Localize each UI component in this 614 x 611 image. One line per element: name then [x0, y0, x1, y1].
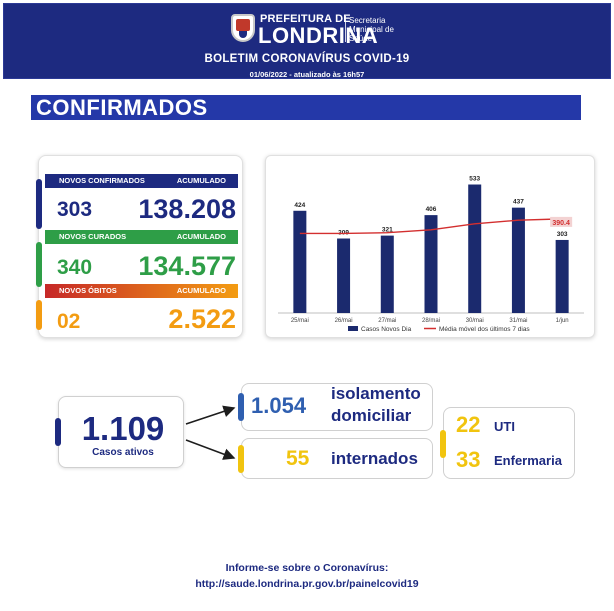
- enfermaria-label: Enfermaria: [494, 453, 562, 468]
- bar-label: 424: [294, 202, 305, 209]
- obitos-acc-label: ACUMULADO: [176, 286, 226, 295]
- moving-average-line: [299, 218, 563, 235]
- update-timestamp: 01/06/2022 - atualizado às 16h57: [249, 70, 365, 79]
- legend-bar-label: Casos Novos Dia: [361, 326, 412, 333]
- bar-1/jun: [555, 239, 569, 313]
- x-tick-label: 26/mai: [335, 318, 353, 324]
- isolamento-label-1: isolamento: [331, 384, 421, 403]
- uti-label: UTI: [494, 419, 515, 434]
- bar-28/mai: [424, 215, 438, 313]
- x-tick-label: 30/mai: [466, 318, 484, 324]
- bar-label: 533: [469, 176, 480, 183]
- footer-info: Informe-se sobre o Coronavírus:: [225, 562, 389, 574]
- uti-num: 22: [456, 412, 481, 437]
- bar-label: 303: [557, 231, 568, 238]
- x-tick-label: 27/mai: [378, 318, 396, 324]
- section-title: CONFIRMADOS: [36, 95, 208, 120]
- section-bar: [31, 95, 581, 120]
- isolamento-bar: [238, 393, 244, 421]
- footer-link[interactable]: http://saude.londrina.pr.gov.br/painelco…: [195, 578, 419, 590]
- bar-26/mai: [337, 238, 351, 313]
- crest-icon: [231, 14, 255, 42]
- internados-label: internados: [331, 449, 418, 468]
- confirmados-label: NOVOS CONFIRMADOS: [59, 176, 145, 185]
- confirmados-band: NOVOS CONFIRMADOS ACUMULADO: [45, 174, 238, 188]
- curados-band: NOVOS CURADOS ACUMULADO: [45, 230, 238, 244]
- obitos-acc: 2.522: [168, 304, 236, 334]
- bar-30/mai: [468, 184, 482, 313]
- legend-bar-swatch: [348, 326, 358, 331]
- internados-box: [241, 438, 433, 479]
- confirmados-new: 303: [57, 198, 93, 221]
- curados-label: NOVOS CURADOS: [59, 232, 127, 241]
- curados-side-bar: [36, 242, 42, 287]
- x-tick-label: 25/mai: [291, 318, 309, 324]
- curados-acc: 134.577: [138, 251, 236, 281]
- confirmados-side-bar: [36, 179, 42, 229]
- internados-bar: [238, 445, 244, 473]
- obitos-band: NOVOS ÓBITOS ACUMULADO: [45, 284, 238, 298]
- active-cases-label: Casos ativos: [92, 447, 154, 458]
- confirmados-acc-label: ACUMULADO: [176, 176, 226, 185]
- logo: PREFEITURA DE LONDRINA Secretaria Munici…: [4, 12, 610, 48]
- bar-27/mai: [380, 235, 394, 313]
- enfermaria-num: 33: [456, 447, 481, 472]
- hospital-box: [443, 407, 575, 479]
- logo-londrina: LONDRINA: [258, 23, 379, 48]
- x-tick-label: 31/mai: [509, 318, 527, 324]
- isolamento-label-2: domiciliar: [331, 406, 412, 425]
- bar-label: 406: [426, 206, 437, 213]
- confirmados-acc: 138.208: [138, 194, 236, 224]
- obitos-label: NOVOS ÓBITOS: [59, 286, 117, 295]
- arrow-isolamento: [185, 405, 236, 425]
- curados-new: 340: [57, 256, 93, 279]
- internados-num: 55: [286, 447, 310, 470]
- active-cases-total: 1.109: [81, 410, 165, 447]
- active-cases-bar: [55, 418, 61, 446]
- x-tick-label: 28/mai: [422, 318, 440, 324]
- arrow-internados: [185, 439, 236, 460]
- x-tick-label: 1/jun: [556, 318, 569, 324]
- hospital-bar: [440, 430, 446, 458]
- highlight-bg: [550, 216, 573, 227]
- logo-secretaria: Secretaria Municipal de Saúde: [349, 16, 394, 43]
- bar-31/mai: [511, 207, 525, 313]
- isolamento-num: 1.054: [251, 393, 307, 418]
- bar-25/mai: [293, 210, 307, 313]
- moving-average-label: 390.4: [552, 220, 570, 227]
- active-cases-box: [58, 396, 184, 468]
- bar-label: 437: [513, 199, 524, 206]
- isolamento-box: [241, 383, 433, 431]
- bulletin-title: BOLETIM CORONAVÍRUS COVID-19: [204, 53, 410, 65]
- daily-cases-chart: 42425/mai30926/mai32127/mai40628/mai5333…: [278, 176, 584, 333]
- obitos-new: 02: [57, 310, 81, 333]
- header-banner: PREFEITURA DE LONDRINA Secretaria Munici…: [3, 3, 611, 79]
- stats-card: NOVOS CONFIRMADOS ACUMULADO 303 138.208 …: [36, 155, 243, 338]
- obitos-side-bar: [36, 300, 42, 330]
- legend-line-label: Média móvel dos últimos 7 dias: [439, 326, 530, 333]
- curados-acc-label: ACUMULADO: [176, 232, 226, 241]
- logo-prefeitura: PREFEITURA DE: [260, 13, 351, 25]
- logo-divider: [345, 16, 346, 42]
- bar-label: 321: [382, 227, 393, 234]
- chart-card: 424 25/mai 309 26/mai 321 27/mai 406 28/mai 533 3…: [265, 155, 595, 338]
